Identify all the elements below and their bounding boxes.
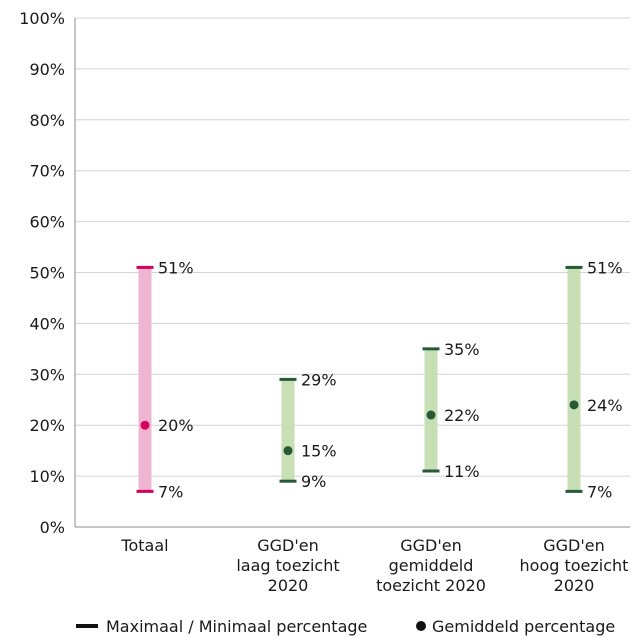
max-cap xyxy=(136,265,154,269)
legend-range-label: Maximaal / Minimaal percentage xyxy=(106,617,367,636)
y-axis-ticks: 0% 10% 20% 30% 40% 50% 60% 70% 80% 90% 100% xyxy=(19,9,65,537)
range-bars xyxy=(136,265,583,493)
y-tick-label: 90% xyxy=(29,60,65,79)
min-label: 9% xyxy=(301,472,326,491)
range-bar xyxy=(424,348,438,472)
grid xyxy=(74,17,630,528)
category-labels: Totaal GGD'en laag toezicht 2020 GGD'en gemid… xyxy=(120,536,628,595)
y-tick-label: 80% xyxy=(29,111,65,130)
y-tick-label: 100% xyxy=(19,9,65,28)
min-cap xyxy=(565,489,583,493)
mean-label: 15% xyxy=(301,442,337,461)
mean-label: 22% xyxy=(444,406,480,425)
legend-mean-swatch xyxy=(416,621,426,631)
max-label: 51% xyxy=(587,258,623,277)
max-label: 29% xyxy=(301,370,337,389)
min-cap xyxy=(422,469,440,473)
max-label: 51% xyxy=(158,258,194,277)
mean-label: 20% xyxy=(158,416,194,435)
data-labels: 51% 7% 20% 29% 9% 15% 35% 11% 22% 51% 7% 24% xyxy=(158,258,623,501)
legend: Maximaal / Minimaal percentage Gemiddeld … xyxy=(76,617,615,636)
y-tick-label: 40% xyxy=(29,314,65,333)
mean-dot xyxy=(140,420,150,430)
mean-dot xyxy=(569,400,579,410)
min-label: 11% xyxy=(444,462,480,481)
max-cap xyxy=(422,347,440,351)
max-cap xyxy=(279,377,297,381)
mean-dot xyxy=(426,410,436,420)
min-label: 7% xyxy=(158,482,183,501)
mean-label: 24% xyxy=(587,396,623,415)
min-label: 7% xyxy=(587,482,612,501)
legend-mean-label: Gemiddeld percentage xyxy=(432,617,615,636)
y-tick-label: 0% xyxy=(40,518,65,537)
legend-range-swatch xyxy=(76,624,98,628)
y-tick-label: 50% xyxy=(29,264,65,283)
max-label: 35% xyxy=(444,340,480,359)
y-tick-label: 60% xyxy=(29,213,65,232)
y-tick-label: 10% xyxy=(29,467,65,486)
max-cap xyxy=(565,265,583,269)
category-label: GGD'en gemiddeld toezicht 2020 xyxy=(376,536,486,595)
category-label: GGD'en hoog toezicht 2020 xyxy=(520,536,629,595)
min-cap xyxy=(279,479,297,483)
range-bar xyxy=(138,267,152,492)
category-label: Totaal xyxy=(120,536,168,555)
y-tick-label: 20% xyxy=(29,416,65,435)
y-tick-label: 70% xyxy=(29,162,65,181)
category-label: GGD'en laag toezicht 2020 xyxy=(236,536,339,595)
range-bar xyxy=(567,267,581,492)
range-bar xyxy=(281,379,295,482)
mean-dot xyxy=(283,446,293,456)
min-cap xyxy=(136,489,154,493)
y-tick-label: 30% xyxy=(29,365,65,384)
